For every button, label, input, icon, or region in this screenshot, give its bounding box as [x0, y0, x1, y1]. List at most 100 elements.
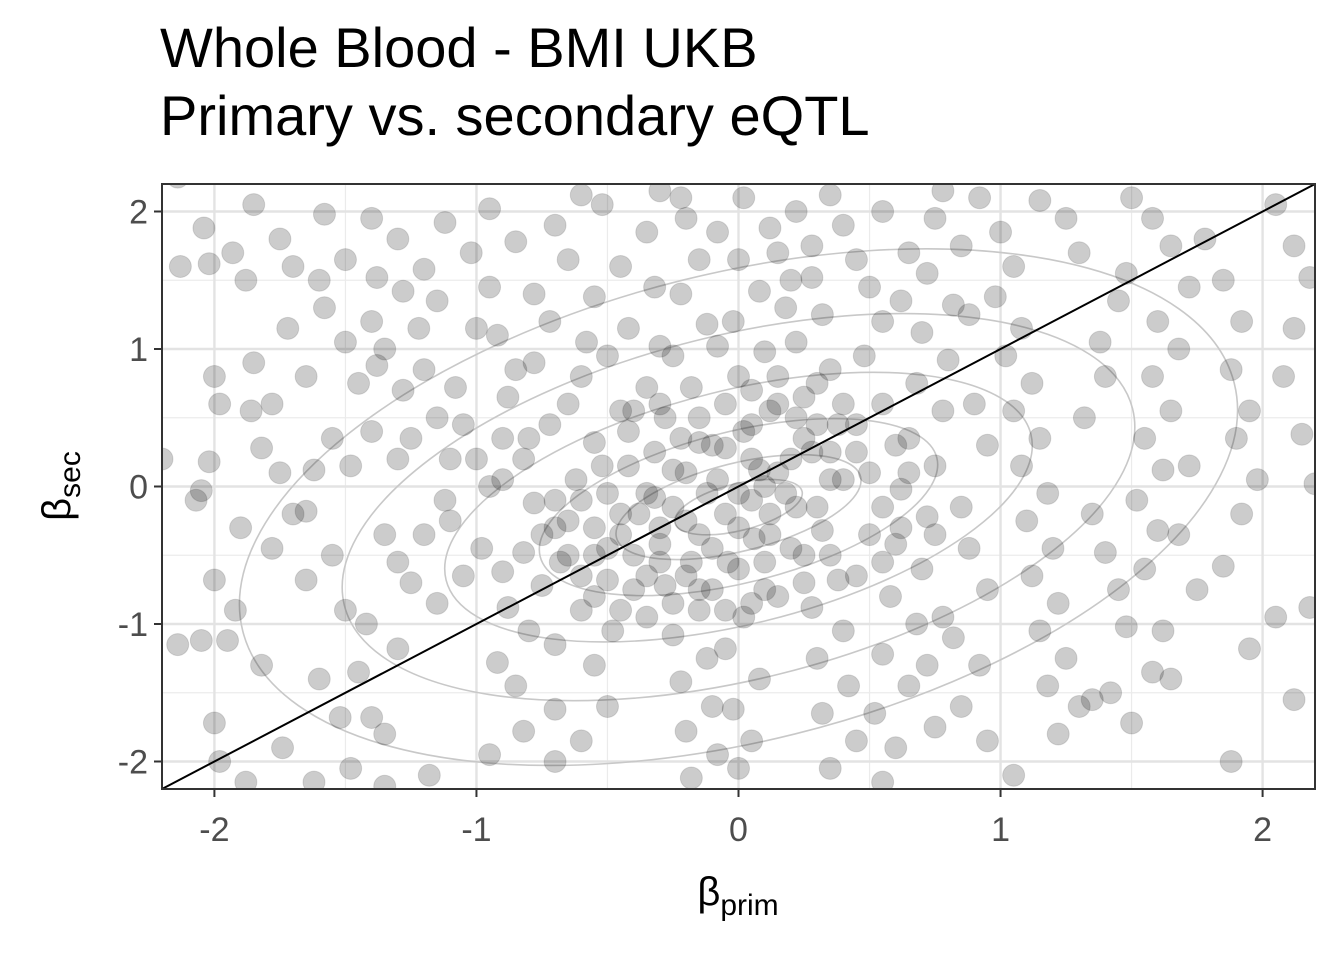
data-point — [1211, 554, 1235, 578]
data-point — [695, 312, 719, 336]
data-point — [1237, 637, 1261, 661]
data-point — [512, 719, 536, 743]
data-point — [635, 564, 659, 588]
data-point — [635, 481, 659, 505]
data-point — [687, 406, 711, 430]
data-point — [197, 450, 221, 474]
density-contour — [341, 312, 1136, 702]
data-point — [1120, 711, 1144, 735]
data-point — [905, 371, 929, 395]
data-point — [740, 488, 764, 512]
data-point — [609, 523, 633, 547]
data-point — [910, 321, 934, 344]
data-point — [294, 568, 318, 592]
data-point — [774, 296, 798, 320]
data-point — [1177, 454, 1201, 478]
data-point — [753, 550, 777, 574]
data-point — [747, 667, 771, 691]
data-point — [512, 447, 536, 471]
data-point — [556, 248, 580, 272]
data-point — [831, 468, 855, 492]
data-point — [307, 268, 331, 292]
data-point — [333, 598, 357, 622]
data-point — [1002, 763, 1026, 787]
data-point — [766, 241, 790, 265]
data-point — [753, 578, 777, 602]
data-point — [569, 598, 593, 622]
data-point — [871, 310, 895, 333]
data-point — [889, 477, 913, 501]
data-point — [779, 536, 803, 560]
data-point — [669, 282, 693, 306]
data-point — [753, 475, 777, 498]
data-point — [595, 481, 619, 505]
data-point — [616, 316, 640, 340]
data-point — [1230, 502, 1254, 526]
data-point — [1010, 454, 1034, 478]
data-point — [425, 289, 449, 313]
data-point — [522, 282, 546, 306]
data-point — [1141, 365, 1165, 388]
x-tick-label: 2 — [1253, 811, 1272, 849]
data-point — [931, 399, 955, 423]
data-point — [478, 197, 502, 221]
data-point — [727, 248, 750, 272]
data-point — [1015, 509, 1039, 533]
data-point — [713, 436, 737, 460]
data-point — [347, 371, 371, 395]
data-point — [818, 468, 842, 492]
y-axis-ticks: -2 -1 0 1 2 — [118, 194, 162, 782]
data-point — [302, 458, 326, 482]
data-point — [648, 532, 672, 556]
data-point — [564, 468, 588, 492]
data-point — [643, 486, 667, 509]
data-point — [491, 468, 515, 492]
data-point — [543, 633, 567, 657]
data-point — [826, 568, 850, 592]
data-point — [805, 495, 829, 519]
data-point — [582, 516, 606, 540]
data-point — [1041, 536, 1065, 560]
data-point — [250, 653, 274, 677]
data-point — [648, 550, 672, 574]
data-point — [758, 216, 782, 240]
data-point — [1303, 472, 1315, 496]
data-point — [700, 536, 724, 560]
data-point — [661, 623, 685, 647]
data-point — [732, 420, 756, 443]
data-point — [485, 651, 509, 674]
data-point — [669, 426, 693, 450]
data-point — [936, 348, 960, 372]
data-point — [661, 591, 685, 615]
data-point — [648, 184, 672, 203]
data-point — [189, 479, 213, 503]
data-point — [1093, 541, 1117, 564]
data-point — [661, 458, 685, 482]
data-point — [616, 454, 640, 478]
data-point — [713, 598, 737, 622]
data-point — [810, 303, 834, 327]
data-point — [504, 358, 528, 382]
data-point — [1282, 316, 1306, 340]
y-tick-label: 2 — [129, 194, 148, 232]
data-point — [1177, 275, 1201, 299]
data-point — [661, 495, 685, 519]
data-point — [530, 523, 554, 547]
data-point — [622, 578, 646, 602]
data-point — [1088, 330, 1112, 354]
data-point — [653, 406, 677, 430]
data-point — [774, 481, 798, 505]
data-point — [648, 334, 672, 358]
x-axis-ticks: -2 -1 0 1 2 — [199, 789, 1272, 849]
data-point — [753, 340, 777, 364]
data-point — [365, 266, 389, 289]
data-point — [221, 241, 245, 265]
data-point — [1141, 660, 1165, 684]
data-point — [412, 523, 436, 547]
y-axis-label-subscript: sec — [54, 451, 87, 498]
data-point — [800, 234, 824, 258]
data-point — [766, 365, 790, 388]
data-point — [889, 516, 913, 540]
data-point — [687, 578, 711, 602]
data-point — [412, 358, 436, 382]
